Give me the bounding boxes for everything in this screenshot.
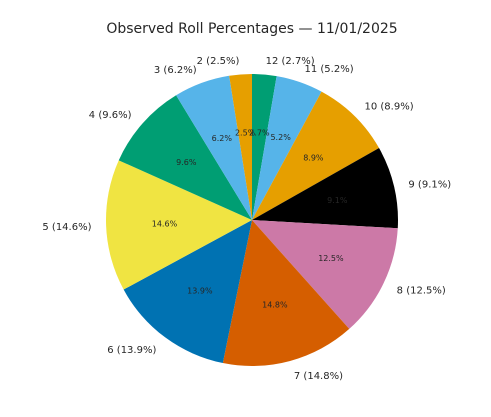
slice-percent-label: 8.9%: [303, 153, 324, 162]
pie-slices: [105, 74, 398, 367]
slice-percent-label: 6.2%: [212, 134, 233, 143]
pie-slice: [252, 91, 380, 221]
slice-percent-label: 14.6%: [152, 219, 178, 228]
pie-slice: [252, 74, 277, 220]
pie-slice: [229, 74, 252, 220]
pie-slice: [252, 220, 398, 329]
slice-category-label: 9 (9.1%): [408, 179, 451, 190]
pie-slice: [123, 220, 253, 364]
pie-slice: [176, 75, 252, 220]
slice-percent-label: 5.2%: [270, 133, 291, 142]
pie-slice: [105, 160, 252, 290]
slice-percent-label: 14.8%: [262, 301, 288, 310]
slice-category-label: 8 (12.5%): [397, 286, 446, 297]
slice-percent-label: 2.5%: [235, 129, 256, 138]
slice-category-label: 12 (2.7%): [266, 56, 315, 67]
slice-category-label: 5 (14.6%): [42, 222, 91, 233]
pie-slice: [118, 95, 252, 220]
pie-slice: [222, 220, 350, 367]
slice-percent-label: 13.9%: [187, 286, 213, 295]
slice-category-label: 11 (5.2%): [304, 64, 353, 75]
pie-slice: [252, 148, 398, 229]
pie-slice: [252, 76, 322, 220]
slice-category-label: 10 (8.9%): [364, 101, 413, 112]
slice-category-label: 2 (2.5%): [197, 56, 240, 67]
slice-percent-label: 9.1%: [327, 196, 348, 205]
slice-percent-label: 2.7%: [249, 129, 270, 138]
slice-category-label: 3 (6.2%): [154, 65, 197, 76]
pie-labels: 2.7% 12 (2.7%) 5.2% 11 (5.2%) 8.9% 10 (8.9%) 9…: [42, 56, 451, 382]
chart-title: Observed Roll Percentages — 11/01/2025: [106, 21, 397, 37]
slice-percent-label: 9.6%: [176, 158, 197, 167]
slice-category-label: 6 (13.9%): [107, 345, 156, 356]
slice-percent-label: 12.5%: [318, 254, 344, 263]
slice-category-label: 7 (14.8%): [294, 371, 343, 382]
slice-category-label: 4 (9.6%): [89, 110, 132, 121]
